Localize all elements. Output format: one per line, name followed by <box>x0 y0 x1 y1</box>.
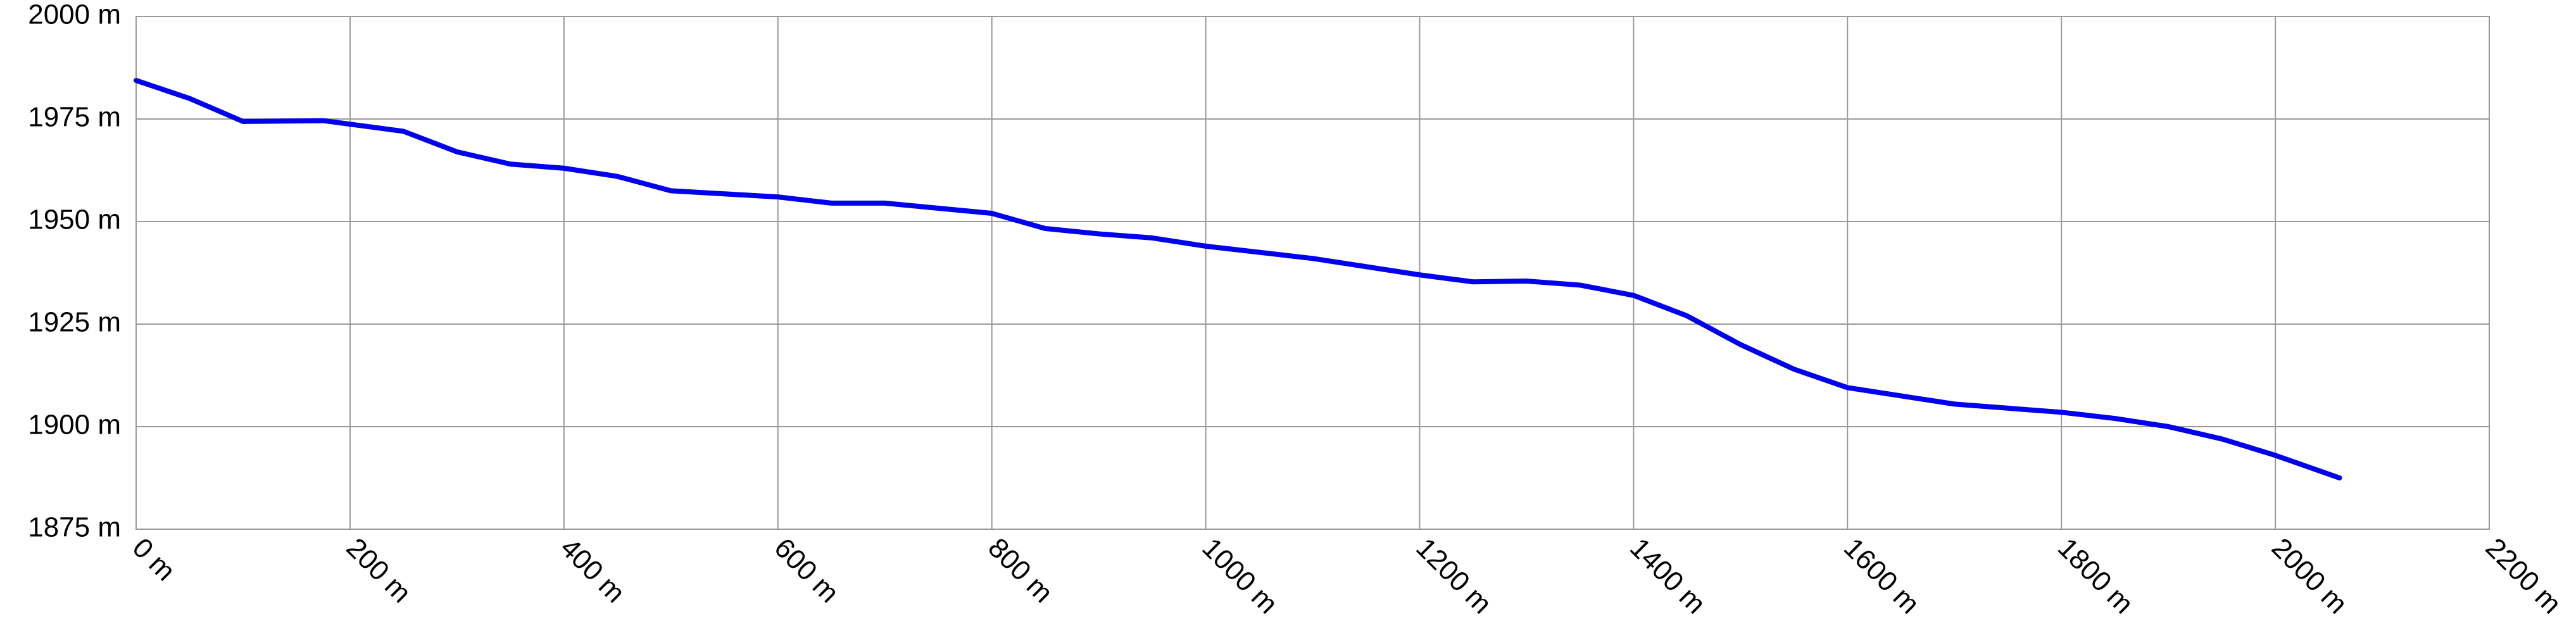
elevation-line <box>134 78 2342 480</box>
y-tick-label: 2000 m <box>28 0 121 30</box>
x-tick-label: 2000 m <box>2266 532 2353 620</box>
x-tick-label: 0 m <box>127 532 182 587</box>
x-tick-label: 1600 m <box>1838 532 1925 620</box>
y-tick-label: 1925 m <box>28 307 121 338</box>
x-tick-label: 1200 m <box>1410 532 1497 620</box>
x-tick-label: 1400 m <box>1624 532 1711 620</box>
x-tick-label: 400 m <box>555 532 631 609</box>
x-tick-label: 2200 m <box>2480 532 2567 620</box>
y-tick-label: 1875 m <box>28 512 121 543</box>
x-tick-label: 800 m <box>982 532 1059 609</box>
x-tick-label: 600 m <box>768 532 845 609</box>
x-tick-label: 1800 m <box>2052 532 2139 620</box>
x-tick-label: 200 m <box>341 532 417 609</box>
y-tick-label: 1900 m <box>28 410 121 441</box>
x-tick-label: 1000 m <box>1196 532 1283 620</box>
y-tick-label: 1975 m <box>28 102 121 133</box>
y-tick-label: 1950 m <box>28 204 121 235</box>
plot-area <box>135 16 2490 530</box>
